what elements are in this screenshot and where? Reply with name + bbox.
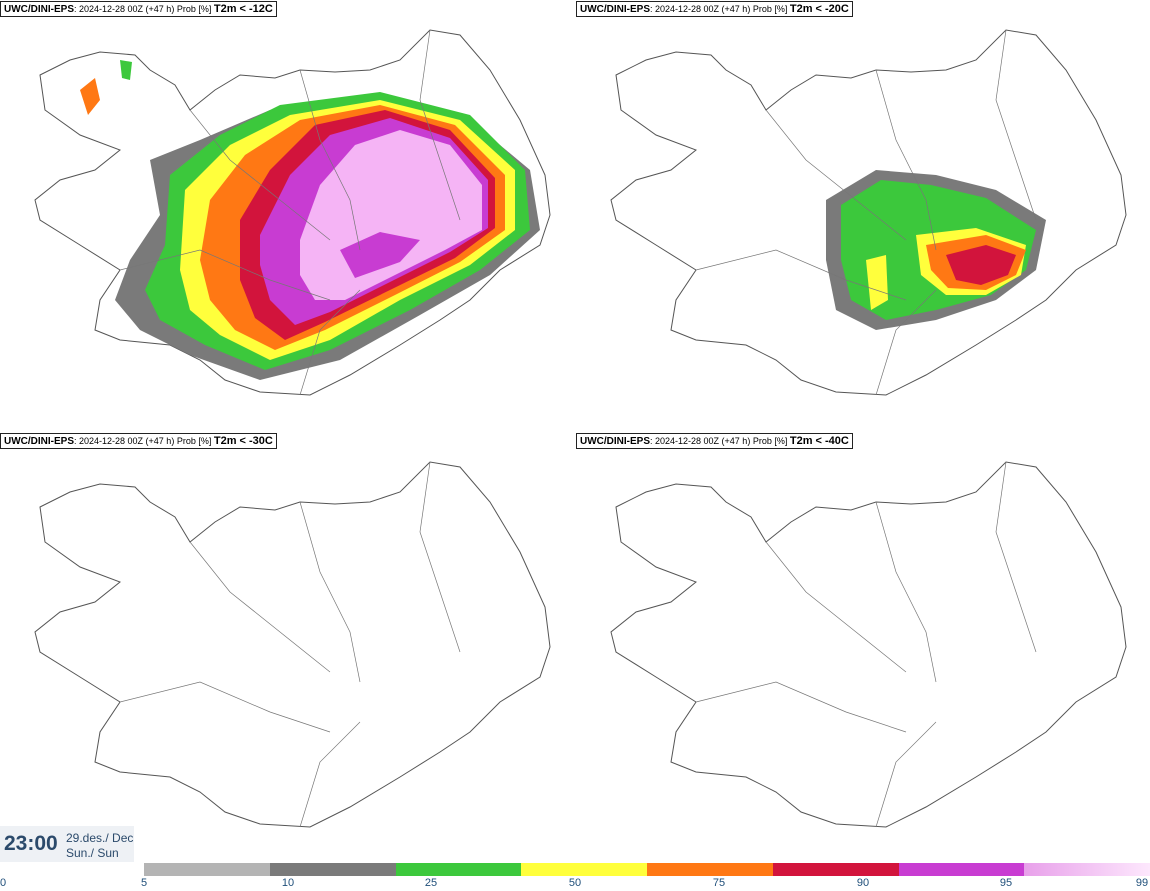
colorbar-segment	[772, 863, 899, 876]
panel-title: UWC/DINI-EPS: 2024-12-28 00Z (+47 h) Pro…	[576, 1, 853, 17]
map-panel-minus-40: UWC/DINI-EPS: 2024-12-28 00Z (+47 h) Pro…	[576, 432, 1150, 862]
map-panel-minus-20: UWC/DINI-EPS: 2024-12-28 00Z (+47 h) Pro…	[576, 0, 1150, 430]
valid-time: 23:00	[4, 832, 58, 855]
variable-label: T2m < -20C	[789, 3, 849, 15]
colorbar-segment	[647, 863, 774, 876]
internal-boundaries	[695, 461, 1037, 828]
model-name: UWC/DINI-EPS	[4, 4, 74, 15]
internal-boundaries	[119, 461, 461, 828]
valid-day: Sun./ Sun	[66, 846, 119, 860]
colorbar-tick-label: 0	[0, 877, 7, 889]
panel-title: UWC/DINI-EPS: 2024-12-28 00Z (+47 h) Pro…	[0, 433, 277, 449]
coastline	[610, 461, 1127, 828]
model-name: UWC/DINI-EPS	[580, 4, 650, 15]
internal-boundaries	[119, 29, 461, 396]
variable-label: T2m < -30C	[213, 435, 273, 447]
colorbar-tick-label: 95	[999, 877, 1013, 889]
coastline	[34, 461, 551, 828]
colorbar-tick-label: 75	[712, 877, 726, 889]
probability-colorbar	[144, 863, 1150, 876]
valid-date: 29.des./ Dec	[66, 831, 134, 845]
colorbar-segment	[521, 863, 648, 876]
run-info: : 2024-12-28 00Z (+47 h) Prob [%]	[74, 436, 212, 446]
probability-fill	[80, 60, 540, 380]
run-info: : 2024-12-28 00Z (+47 h) Prob [%]	[650, 436, 788, 446]
colorbar-tick-label: 10	[281, 877, 295, 889]
colorbar-tick-label: 99	[1135, 877, 1149, 889]
colorbar-tick-label: 50	[568, 877, 582, 889]
variable-label: T2m < -40C	[789, 435, 849, 447]
variable-label: T2m < -12C	[213, 3, 273, 15]
iceland-map	[34, 461, 551, 828]
colorbar-segment	[898, 863, 1025, 876]
iceland-map	[610, 29, 1127, 396]
colorbar-segment	[395, 863, 522, 876]
map-panel-minus-12: UWC/DINI-EPS: 2024-12-28 00Z (+47 h) Pro…	[0, 0, 574, 430]
iceland-map	[34, 29, 551, 396]
run-info: : 2024-12-28 00Z (+47 h) Prob [%]	[650, 4, 788, 14]
colorbar-segment	[144, 863, 271, 876]
colorbar-tick-label: 90	[856, 877, 870, 889]
model-name: UWC/DINI-EPS	[4, 436, 74, 447]
colorbar-segment	[1024, 863, 1150, 876]
colorbar-tick-label: 25	[424, 877, 438, 889]
internal-boundaries	[695, 29, 1037, 396]
colorbar-tick-label: 5	[140, 877, 148, 889]
panel-title: UWC/DINI-EPS: 2024-12-28 00Z (+47 h) Pro…	[576, 433, 853, 449]
run-info: : 2024-12-28 00Z (+47 h) Prob [%]	[74, 4, 212, 14]
panel-title: UWC/DINI-EPS: 2024-12-28 00Z (+47 h) Pro…	[0, 1, 277, 17]
model-name: UWC/DINI-EPS	[580, 436, 650, 447]
iceland-map	[610, 461, 1127, 828]
colorbar-segment	[269, 863, 396, 876]
map-panel-minus-30: UWC/DINI-EPS: 2024-12-28 00Z (+47 h) Pro…	[0, 432, 574, 862]
valid-time-box: 23:00 29.des./ Dec Sun./ Sun	[0, 826, 134, 862]
